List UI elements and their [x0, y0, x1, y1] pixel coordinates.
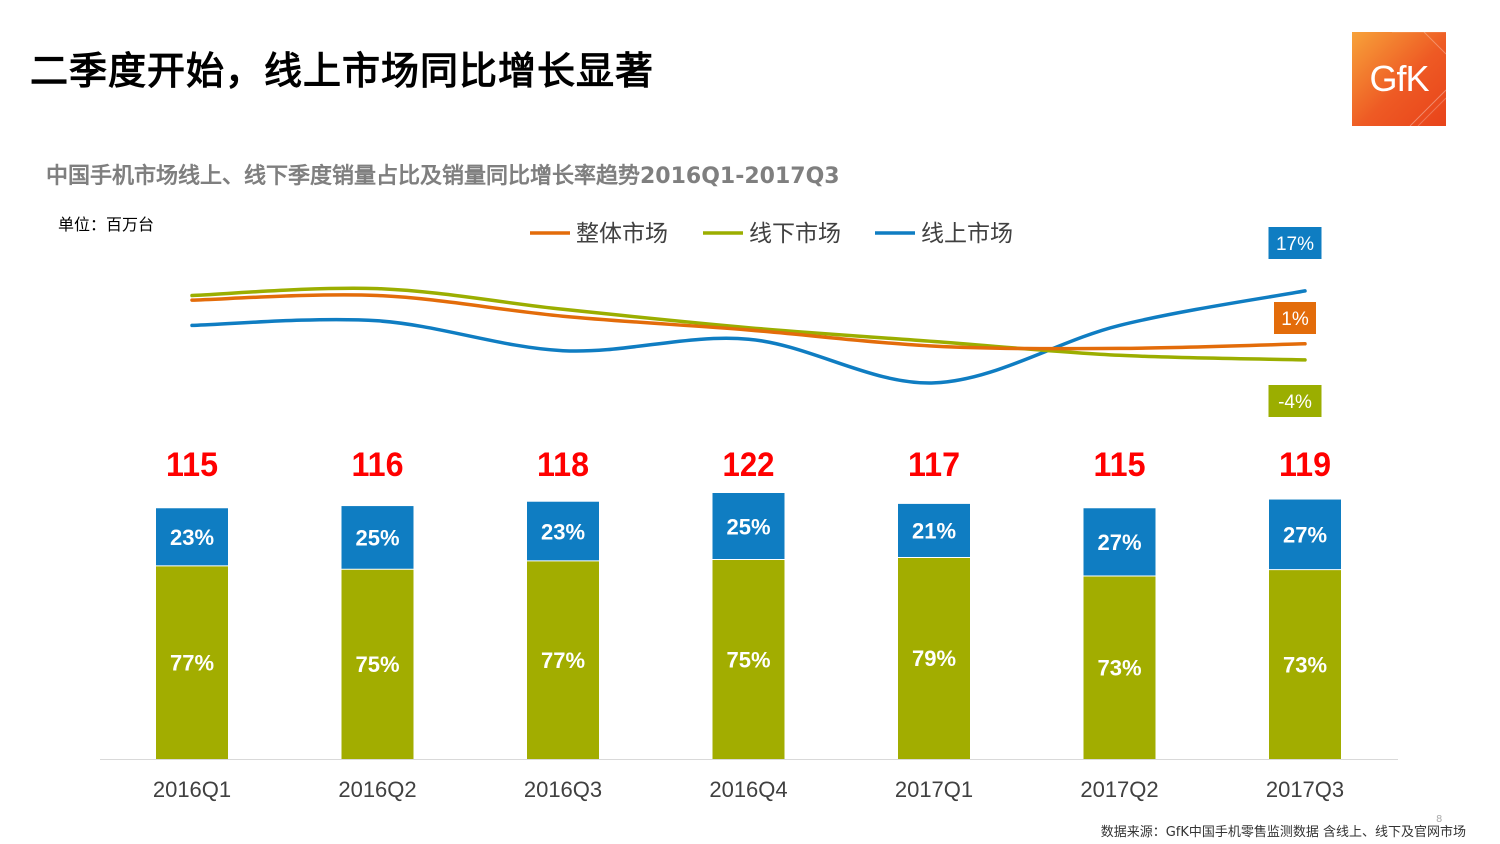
bar-online: [527, 501, 599, 561]
total-volume-label: 117: [908, 446, 960, 484]
offline-share-label: 77%: [541, 648, 585, 673]
online-share-label: 25%: [726, 514, 770, 539]
growth-line-offline: [190, 286, 1307, 362]
growth-line-total: [190, 293, 1307, 351]
bar-offline: [527, 560, 599, 759]
bar-online: [1269, 499, 1341, 570]
total-volume-label: 115: [1094, 446, 1146, 484]
chart-subtitle: 中国手机市场线上、线下季度销量占比及销量同比增长率趋势2016Q1-2017Q3: [46, 164, 840, 189]
online-share-label: 23%: [541, 519, 585, 544]
bar-offline: [341, 569, 414, 759]
gfk-logo: GfK: [1352, 32, 1446, 126]
total-volume-label: 116: [352, 446, 404, 484]
end-value-box-online: [1268, 227, 1322, 259]
bar-offline: [1269, 569, 1341, 759]
x-tick-label: 2016Q2: [338, 777, 416, 802]
offline-share-label: 75%: [355, 652, 399, 677]
bar-online: [898, 503, 970, 558]
bar-offline: [156, 565, 228, 759]
bar-online: [712, 493, 785, 560]
bar-online: [156, 508, 228, 566]
source-note: 数据来源：GfK中国手机零售监测数据 含线上、线下及官网市场: [1100, 825, 1466, 840]
total-volume-label: 119: [1279, 446, 1331, 484]
offline-share-label: 77%: [170, 650, 214, 675]
online-share-label: 27%: [1097, 530, 1141, 555]
logo-text: GfK: [1369, 58, 1429, 99]
bar-online: [341, 506, 414, 570]
x-tick-label: 2016Q4: [709, 777, 787, 802]
x-tick-label: 2016Q3: [524, 777, 602, 802]
bar-offline: [712, 559, 785, 759]
x-tick-label: 2017Q2: [1080, 777, 1158, 802]
page-title: 二季度开始，线上市场同比增长显著: [30, 49, 655, 93]
end-value-label: -4%: [1278, 392, 1312, 413]
total-volume-label: 115: [166, 446, 218, 484]
online-share-label: 23%: [170, 525, 214, 550]
end-value-label: 17%: [1276, 234, 1314, 255]
bar-offline: [898, 557, 970, 759]
offline-share-label: 75%: [726, 647, 770, 672]
legend-label: 线上市场: [921, 221, 1013, 247]
offline-share-label: 73%: [1097, 655, 1141, 680]
offline-share-label: 79%: [912, 646, 956, 671]
x-tick-label: 2017Q3: [1266, 777, 1344, 802]
x-tick-label: 2017Q1: [895, 777, 973, 802]
total-volume-label: 118: [537, 446, 589, 484]
unit-label: 单位：百万台: [58, 215, 155, 234]
end-value-box-total: [1274, 302, 1316, 334]
online-share-label: 25%: [355, 526, 399, 551]
end-value-label: 1%: [1281, 309, 1309, 330]
end-value-box-offline: [1268, 385, 1322, 417]
legend-label: 整体市场: [576, 221, 668, 247]
logo-stripes: [1392, 32, 1446, 126]
online-share-label: 21%: [912, 519, 956, 544]
legend-label: 线下市场: [749, 221, 841, 247]
online-share-label: 27%: [1283, 523, 1327, 548]
x-tick-label: 2016Q1: [153, 777, 231, 802]
offline-share-label: 73%: [1283, 652, 1327, 677]
bar-online: [1083, 508, 1156, 576]
total-volume-label: 122: [723, 446, 775, 484]
growth-line-online: [190, 289, 1307, 385]
bar-offline: [1083, 575, 1156, 759]
page-number: 8: [1436, 814, 1443, 825]
